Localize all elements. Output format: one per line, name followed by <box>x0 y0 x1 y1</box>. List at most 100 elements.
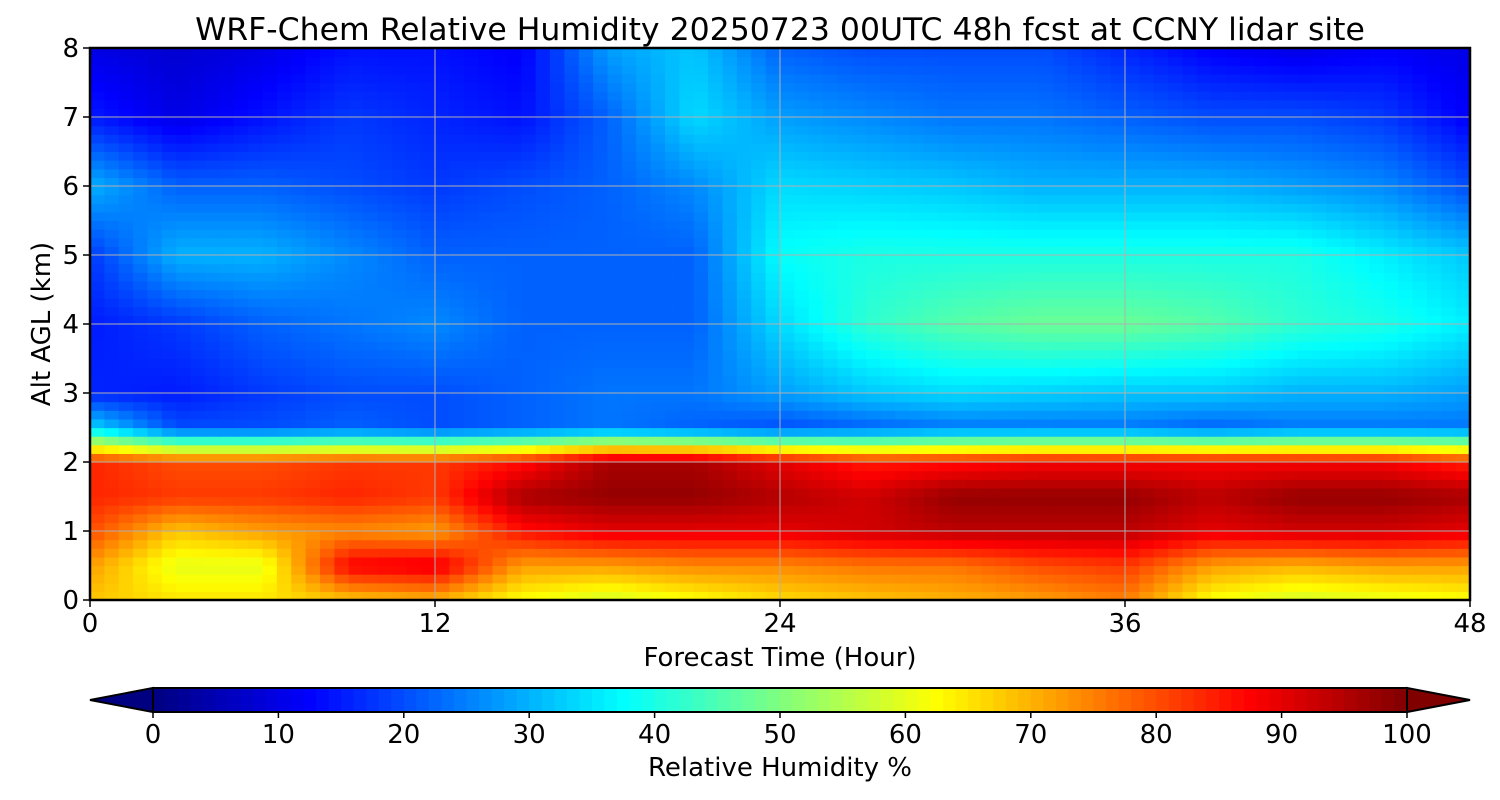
heat-cell <box>1412 418 1428 429</box>
heat-cell <box>1225 522 1241 532</box>
heat-cell <box>1426 203 1442 213</box>
heat-cell <box>1369 582 1385 592</box>
heat-cell <box>895 306 910 316</box>
heat-cell <box>708 203 724 213</box>
heat-cell <box>578 591 594 601</box>
heat-cell <box>147 194 163 204</box>
heat-cell <box>880 306 896 316</box>
heat-cell <box>895 229 910 239</box>
heat-cell <box>708 324 724 334</box>
heat-cell <box>851 410 867 420</box>
heat-cell <box>1268 393 1284 403</box>
heat-cell <box>1398 410 1414 420</box>
heat-cell <box>693 384 709 394</box>
heat-cell <box>190 574 206 584</box>
heat-cell <box>995 151 1011 161</box>
heat-cell <box>679 410 695 420</box>
heat-cell <box>1268 280 1284 291</box>
heat-cell <box>607 574 623 584</box>
heat-cell <box>1441 401 1457 411</box>
heat-cell <box>1225 315 1241 325</box>
heat-cell <box>851 487 867 498</box>
heat-cell <box>1268 263 1284 273</box>
heat-cell <box>1240 229 1255 239</box>
heat-cell <box>765 237 781 247</box>
heat-cell <box>348 263 364 273</box>
heat-cell <box>406 462 422 472</box>
heat-cell <box>1110 574 1126 584</box>
heat-cell <box>535 229 551 239</box>
heat-cell <box>823 151 839 161</box>
heat-cell <box>118 324 134 334</box>
heat-cell <box>535 548 551 558</box>
heat-cell <box>909 332 925 342</box>
heat-cell <box>1110 453 1126 463</box>
heat-cell <box>593 324 609 334</box>
heat-cell <box>248 574 264 584</box>
heat-cell <box>1053 177 1069 187</box>
heat-cell <box>550 436 565 446</box>
heat-cell <box>320 263 335 273</box>
heat-cell <box>952 220 968 230</box>
heat-cell <box>1125 358 1140 368</box>
heat-cell <box>506 298 522 308</box>
heat-cell <box>1326 168 1342 178</box>
heat-cell <box>938 263 954 273</box>
heat-cell <box>161 220 177 230</box>
heat-cell <box>808 272 824 282</box>
heat-cell <box>593 384 609 394</box>
heat-cell <box>248 298 264 308</box>
heat-cell <box>1067 574 1083 584</box>
heat-cell <box>248 393 264 403</box>
heat-cell <box>851 574 867 584</box>
heat-cell <box>736 186 752 196</box>
heat-cell <box>420 151 436 161</box>
heat-cell <box>377 324 393 334</box>
heat-cell <box>1297 194 1313 204</box>
heat-cell <box>1383 332 1399 342</box>
heat-cell <box>1369 280 1385 291</box>
heat-cell <box>334 453 350 463</box>
heat-cell <box>1455 367 1471 377</box>
heat-cell <box>377 272 393 282</box>
heat-cell <box>621 177 637 187</box>
heat-cell <box>492 186 508 196</box>
heat-cell <box>679 367 695 377</box>
heat-cell <box>780 496 795 506</box>
heat-cell <box>1168 298 1184 308</box>
heat-cell <box>1311 272 1327 282</box>
heat-cell <box>1340 349 1356 360</box>
heat-cell <box>1412 186 1428 196</box>
heat-cell <box>1283 384 1299 394</box>
heat-cell <box>564 531 580 541</box>
heat-cell <box>1139 444 1155 454</box>
heat-cell <box>262 203 278 213</box>
heat-cell <box>1283 315 1299 325</box>
heat-cell <box>880 203 896 213</box>
heat-cell <box>276 151 292 161</box>
heat-cell <box>276 505 292 515</box>
heat-cell <box>535 203 551 213</box>
heat-cell <box>607 194 623 204</box>
heat-cell <box>1081 462 1097 472</box>
heat-cell <box>578 453 594 463</box>
heat-cell <box>909 531 925 541</box>
heat-cell <box>895 186 910 196</box>
heat-cell <box>118 358 134 368</box>
heat-cell <box>1125 539 1140 549</box>
heat-cell <box>1297 229 1313 239</box>
heat-cell <box>1125 444 1140 454</box>
heat-cell <box>564 496 580 506</box>
heat-cell <box>147 410 163 420</box>
heat-cell <box>636 315 652 325</box>
heat-cell <box>995 556 1011 567</box>
heat-cell <box>808 582 824 592</box>
heat-cell <box>938 513 954 523</box>
heat-cell <box>506 444 522 454</box>
heat-cell <box>305 513 321 523</box>
heat-cell <box>147 168 163 178</box>
heat-cell <box>492 160 508 170</box>
heat-cell <box>118 479 134 489</box>
heat-cell <box>837 255 853 265</box>
heat-cell <box>233 332 249 342</box>
